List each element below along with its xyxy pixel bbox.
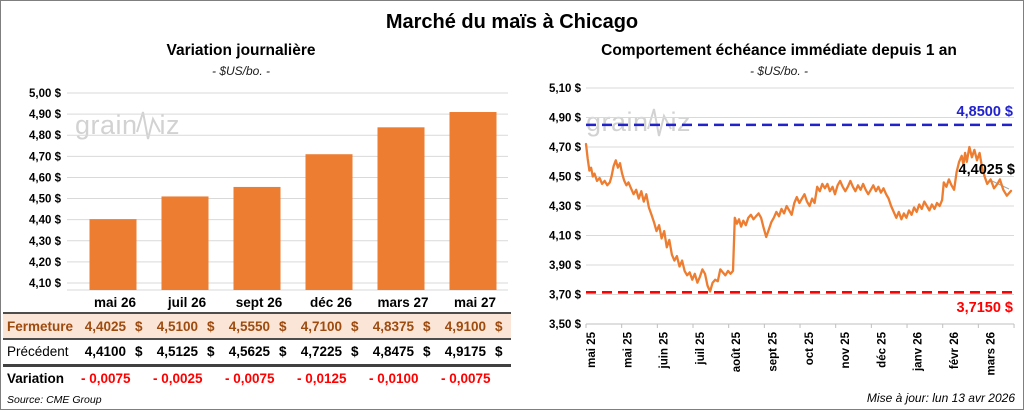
svg-text:4,10 $: 4,10 $: [549, 231, 582, 243]
table-cell: - 0,0100: [369, 371, 419, 387]
bar-chart-subtitle: - $US/bo. -: [211, 64, 271, 78]
line-chart-title: Comportement échéance immédiate depuis 1…: [601, 42, 957, 59]
svg-text:3,50 $: 3,50 $: [549, 319, 582, 331]
support-level-label: 3,7150 $: [956, 300, 1013, 316]
x-axis: mai 25 mai 25 juin 25 juil 25 août 25 sept 25…: [585, 323, 1015, 375]
svg-text:3,70 $: 3,70 $: [549, 290, 582, 302]
bar-chart-canvas: 4,10 $ 4,20 $ 4,30 $ 4,40 $ 4,50 $ 4,60 $ 4,70…: [29, 88, 508, 291]
table-cell: 4,4100 $: [84, 344, 143, 360]
source-note: Source: CME Group: [7, 394, 102, 406]
table-cell: 4,5100 $: [156, 318, 215, 334]
line-chart-canvas: 3,50 $ 3,70 $ 3,90 $ 4,10 $ 4,30 $ 4,50 $ 4,70…: [549, 83, 1015, 375]
svg-text:juil 25: juil 25: [695, 331, 707, 365]
contract-month-header: mars 27: [377, 294, 429, 310]
table-cell: 4,9175 $: [444, 344, 503, 360]
svg-text:mai 25: mai 25: [622, 331, 634, 367]
svg-text:4,50 $: 4,50 $: [549, 172, 582, 184]
svg-text:4,50 $: 4,50 $: [29, 194, 62, 206]
table-row-fermeture: Fermeture 4,4025 $ 4,5100 $ 4,5550 $ 4,7100 $ 4,8…: [3, 313, 511, 339]
svg-text:4,30 $: 4,30 $: [549, 201, 582, 213]
line-chart: 3,50 $ 3,70 $ 3,90 $ 4,10 $ 4,30 $ 4,50 $ 4,70…: [541, 81, 1023, 388]
svg-text:sept 25: sept 25: [768, 331, 780, 371]
table-cell: 4,5550 $: [228, 318, 287, 334]
table-cell: 4,8475 $: [372, 344, 431, 360]
last-price-leader-line: [989, 179, 1010, 190]
page-title: Marché du maïs à Chicago: [385, 11, 639, 33]
table-cell: 4,5625 $: [228, 344, 287, 360]
contract-month-header: mai 26: [93, 294, 137, 310]
watermark-text-right: iz: [159, 110, 181, 140]
table-header: mai 26 juil 26 sept 26 déc 26 mars 27 mai 27: [3, 292, 511, 313]
bar-chart: 4,10 $ 4,20 $ 4,30 $ 4,40 $ 4,50 $ 4,60 $ 4,70…: [1, 85, 513, 300]
svg-text:4,90 $: 4,90 $: [549, 113, 582, 125]
quotes-table: mai 26 juil 26 sept 26 déc 26 mars 27 mai 27 …: [3, 292, 511, 391]
contract-month-header: déc 26: [309, 294, 353, 310]
price-series-line: [584, 142, 1013, 293]
row-label: Fermeture: [7, 318, 74, 334]
row-label: Variation: [7, 371, 65, 387]
contract-month-header: mai 27: [453, 294, 497, 310]
svg-text:3,90 $: 3,90 $: [549, 260, 582, 272]
bar-chart-grid: 4,10 $ 4,20 $ 4,30 $ 4,40 $ 4,50 $ 4,60 $ 4,70…: [29, 88, 508, 291]
contract-month-header: sept 26: [235, 294, 283, 310]
table-cell: - 0,0075: [225, 371, 275, 387]
watermark-text-left: grain: [586, 107, 649, 137]
table-row-precedent: Précédent 4,4100 $ 4,5125 $ 4,5625 $ 4,7225 $ 4,8…: [3, 339, 511, 365]
svg-text:4,10 $: 4,10 $: [29, 278, 62, 290]
svg-text:mars 26: mars 26: [985, 332, 997, 375]
svg-text:mai 25: mai 25: [586, 331, 598, 367]
row-label: Précédent: [7, 344, 69, 360]
svg-text:4,70 $: 4,70 $: [29, 151, 62, 163]
watermark-spark-icon: [135, 111, 161, 140]
svg-text:4,70 $: 4,70 $: [549, 142, 582, 154]
resistance-level-label: 4,8500 $: [956, 104, 1013, 120]
svg-text:févr 26: févr 26: [949, 332, 961, 369]
svg-text:4,30 $: 4,30 $: [29, 236, 62, 248]
table-cell: 4,7100 $: [300, 318, 359, 334]
table-corner-cell: [3, 292, 79, 313]
svg-text:oct 25: oct 25: [804, 331, 816, 365]
svg-text:juin 25: juin 25: [659, 331, 671, 369]
line-chart-grid: 3,50 $ 3,70 $ 3,90 $ 4,10 $ 4,30 $ 4,50 $ 4,70…: [549, 83, 1014, 331]
table-row-variation: Variation - 0,0075 - 0,0025 - 0,0075 - 0,012…: [3, 365, 511, 391]
svg-text:4,40 $: 4,40 $: [29, 215, 62, 227]
svg-text:nov 25: nov 25: [840, 331, 852, 368]
bar-chart-title: Variation journalière: [166, 42, 316, 59]
reference-lines: [586, 123, 1014, 294]
svg-text:août 25: août 25: [731, 331, 743, 372]
table-cell: 4,8375 $: [372, 318, 431, 334]
svg-text:4,60 $: 4,60 $: [29, 172, 62, 184]
svg-text:4,90 $: 4,90 $: [29, 109, 62, 121]
contract-month-header: juil 26: [167, 294, 207, 310]
table-cell: 4,4025 $: [84, 318, 143, 334]
watermark-spark-icon: [646, 108, 672, 137]
svg-text:4,20 $: 4,20 $: [29, 257, 62, 269]
svg-text:4,80 $: 4,80 $: [29, 130, 62, 142]
watermark-text-right: iz: [670, 107, 692, 137]
last-price-label: 4,4025 $: [958, 162, 1015, 178]
table-cell: 4,9100 $: [444, 318, 503, 334]
line-chart-subtitle: - $US/bo. -: [749, 64, 809, 78]
table-cell: - 0,0075: [81, 371, 131, 387]
svg-text:5,00 $: 5,00 $: [29, 88, 62, 100]
svg-text:déc 25: déc 25: [876, 331, 888, 367]
table-cell: 4,7225 $: [300, 344, 359, 360]
table-cell: - 0,0025: [153, 371, 203, 387]
grainwiz-watermark: grain iz: [586, 105, 691, 139]
update-note: Mise à jour: lun 13 avr 2026: [866, 391, 1015, 405]
table-cell: - 0,0075: [441, 371, 491, 387]
bar-series: [89, 112, 497, 290]
table-cell: 4,5125 $: [156, 344, 215, 360]
svg-text:janv 26: janv 26: [913, 332, 925, 372]
svg-text:5,10 $: 5,10 $: [549, 83, 582, 95]
table-cell: - 0,0125: [297, 371, 347, 387]
futures-quotes-table: mai 26 juil 26 sept 26 déc 26 mars 27 mai 27 …: [3, 292, 511, 391]
